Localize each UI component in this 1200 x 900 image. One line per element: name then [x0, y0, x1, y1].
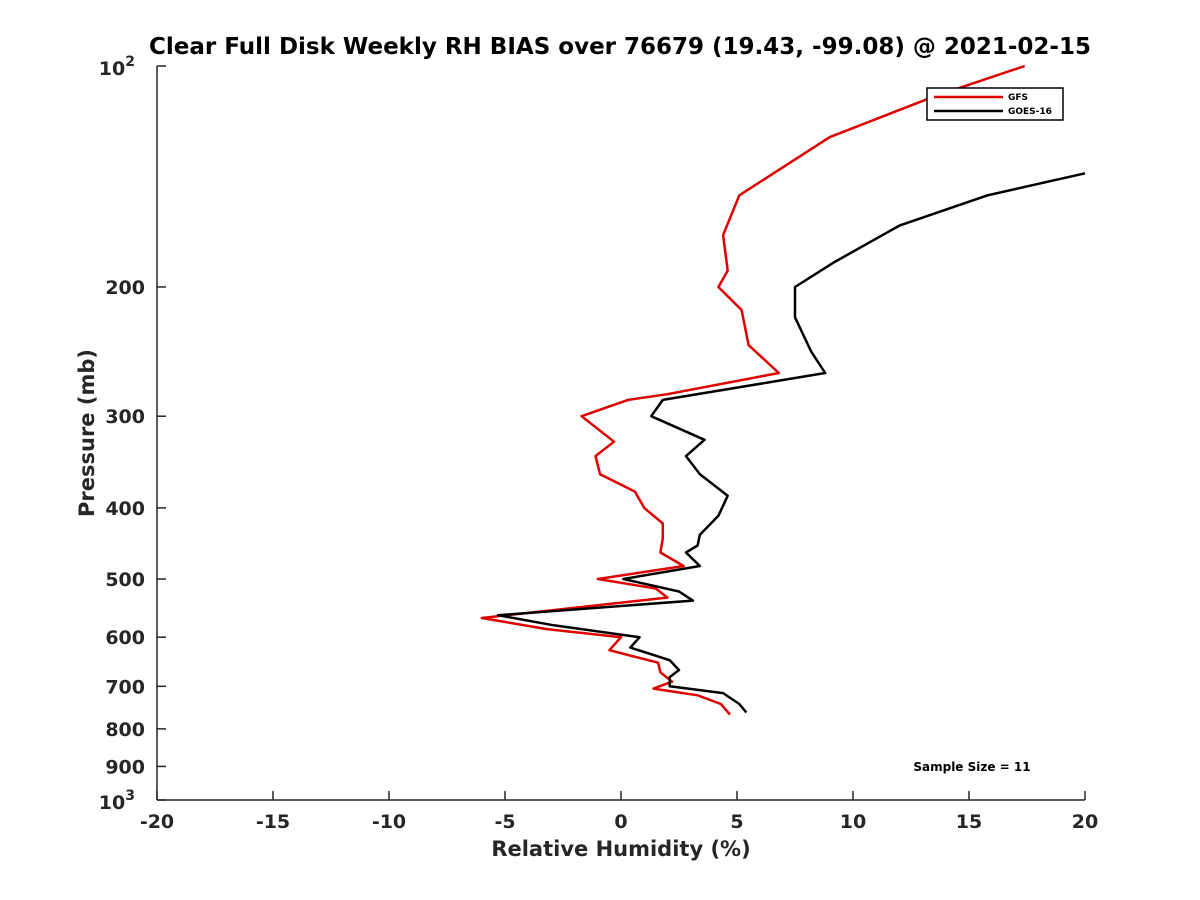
x-tick-label: -10 — [372, 811, 406, 833]
y-tick-label: 200 — [105, 277, 145, 299]
x-axis-label: Relative Humidity (%) — [491, 837, 750, 861]
x-axis-ticks: -20 -15 -10 -5 0 5 10 15 20 — [140, 791, 1098, 833]
y-tick-label-exponent: 2 — [125, 54, 135, 70]
y-tick-label: 103 — [99, 788, 135, 814]
x-tick-label: 15 — [956, 811, 982, 833]
legend: GFS GOES-16 — [926, 87, 1064, 121]
y-tick-label: 800 — [105, 719, 145, 741]
chart-title: Clear Full Disk Weekly RH BIAS over 7667… — [149, 34, 1091, 60]
series-group — [480, 64, 1086, 716]
y-tick-label-base: 10 — [99, 792, 125, 814]
y-tick-label: 600 — [105, 627, 145, 649]
y-tick-label-exponent: 3 — [125, 788, 135, 804]
sample-size-annotation: Sample Size = 11 — [913, 760, 1030, 774]
y-tick-label: 700 — [105, 676, 145, 698]
y-tick-label: 102 — [99, 54, 135, 80]
series-line-gfs — [480, 64, 1026, 716]
series-line-goes-16 — [496, 172, 1086, 714]
legend-box — [926, 87, 1064, 121]
x-tick-label: 10 — [840, 811, 866, 833]
x-tick-label: -15 — [256, 811, 290, 833]
legend-label: GOES-16 — [1008, 107, 1052, 117]
y-tick-label: 900 — [105, 756, 145, 778]
legend-label: GFS — [1008, 93, 1028, 103]
x-tick-label: -20 — [140, 811, 174, 833]
y-tick-label-base: 10 — [99, 58, 125, 80]
x-tick-label: 20 — [1072, 811, 1098, 833]
x-tick-label: 0 — [614, 811, 627, 833]
y-tick-label: 400 — [105, 498, 145, 520]
x-tick-label: -5 — [494, 811, 515, 833]
y-tick-label: 300 — [105, 406, 145, 428]
x-tick-label: 5 — [730, 811, 743, 833]
y-tick-label: 500 — [105, 569, 145, 591]
y-axis-label: Pressure (mb) — [75, 349, 99, 517]
